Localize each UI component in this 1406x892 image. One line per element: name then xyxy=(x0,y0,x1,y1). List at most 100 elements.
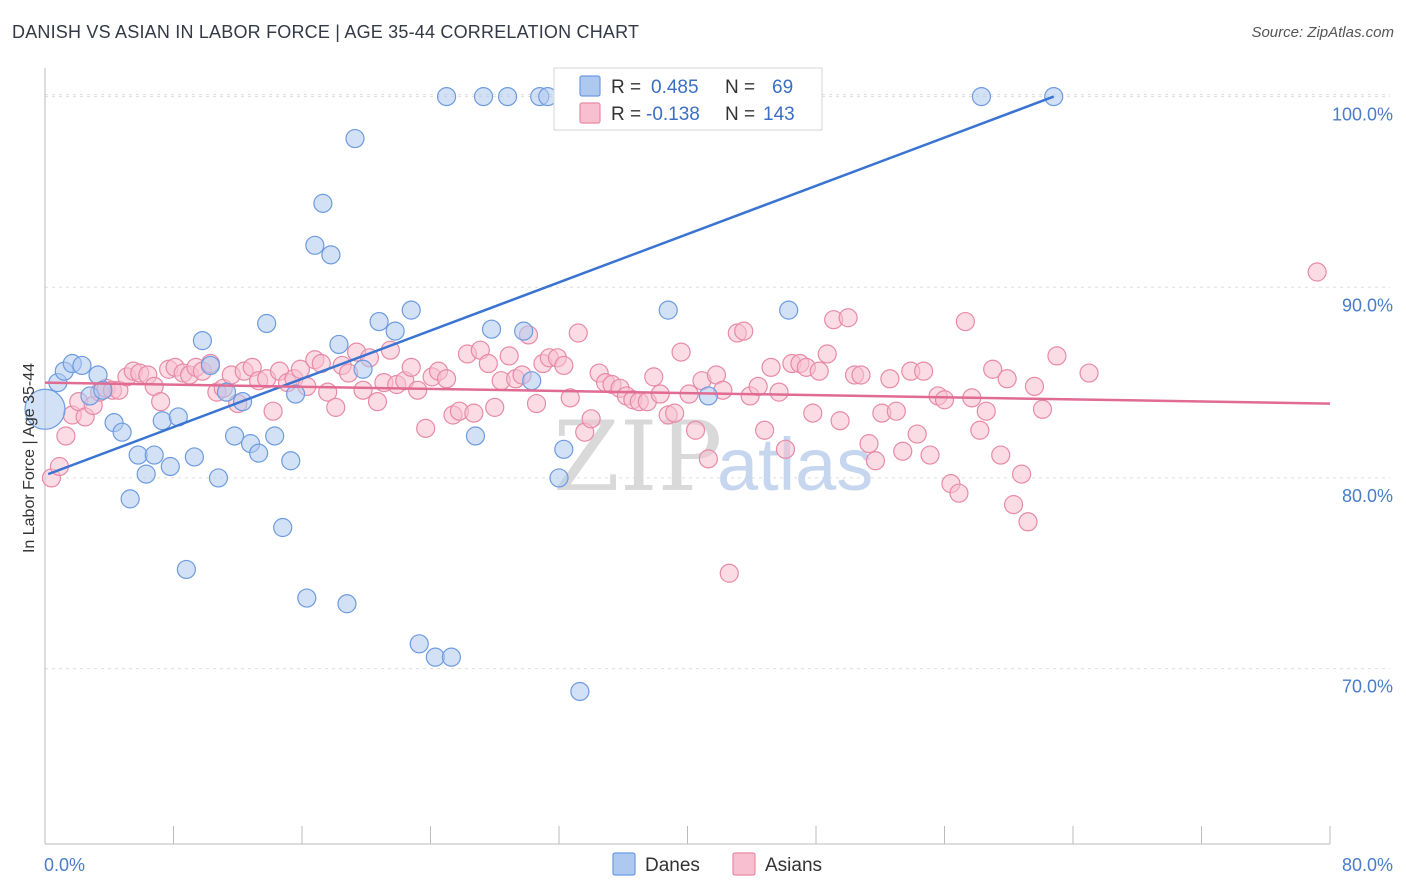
dane-point xyxy=(285,384,306,404)
asian-point xyxy=(554,355,574,376)
asian-point xyxy=(478,353,498,374)
asian-point xyxy=(761,357,781,377)
asian-point xyxy=(650,384,670,404)
asian-point xyxy=(436,369,457,389)
dane-point xyxy=(152,411,172,431)
asian-point xyxy=(997,369,1017,389)
asian-point xyxy=(644,367,664,387)
watermark: ZIP atlas xyxy=(553,401,873,513)
asian-point xyxy=(955,311,975,332)
asian-point xyxy=(775,439,796,459)
dane-point xyxy=(353,359,373,379)
y-tick-label: 70.0% xyxy=(1342,677,1393,697)
legend-danes-r-value: 0.485 xyxy=(651,77,699,98)
asian-point xyxy=(754,420,775,440)
asian-point xyxy=(326,397,346,417)
legend-asians-n-value: 143 xyxy=(763,104,795,125)
danes-trend-line xyxy=(47,95,1055,476)
asian-point xyxy=(1032,399,1053,419)
y-axis-title: In Labor Force | Age 35-44 xyxy=(21,363,38,553)
asian-point xyxy=(893,441,913,461)
asian-point xyxy=(560,388,580,408)
dane-point xyxy=(409,634,429,654)
dane-point xyxy=(369,311,389,332)
dane-point xyxy=(549,468,569,488)
asian-point xyxy=(970,420,990,440)
asian-point xyxy=(907,424,927,444)
asian-point xyxy=(880,369,900,389)
bottom-legend-asians-label: Asians xyxy=(765,855,822,876)
chart-source: Source: ZipAtlas.com xyxy=(1251,24,1394,41)
dane-point xyxy=(481,319,502,339)
asian-point xyxy=(1079,363,1099,383)
chart-title: DANISH VS ASIAN IN LABOR FORCE | AGE 35-… xyxy=(12,22,640,42)
asian-point xyxy=(581,409,601,429)
asian-point xyxy=(886,401,906,421)
dane-point xyxy=(698,386,718,406)
dane-point xyxy=(224,426,245,446)
dane-point xyxy=(385,321,405,341)
dane-point xyxy=(425,647,445,667)
asian-point xyxy=(851,365,871,385)
dane-point xyxy=(570,681,590,702)
dane-point xyxy=(24,388,66,430)
dane-point xyxy=(265,426,285,446)
dane-point xyxy=(208,468,229,488)
legend-asians-n-label: N = xyxy=(725,104,755,125)
asian-point xyxy=(830,411,850,431)
bottom-legend-danes-label: Danes xyxy=(645,855,700,876)
legend-danes-n-value: 69 xyxy=(772,77,793,98)
legend-series: Danes Asians xyxy=(612,852,822,876)
dane-point xyxy=(184,447,204,467)
asian-point xyxy=(263,401,283,421)
legend-asians-r-label: R = xyxy=(611,104,641,125)
asian-point xyxy=(1024,376,1045,397)
dane-point xyxy=(281,451,301,471)
asian-point xyxy=(976,401,996,421)
legend-danes-swatch xyxy=(579,75,601,97)
dane-point xyxy=(120,489,140,509)
x-tick-label-max: 80.0% xyxy=(1342,855,1393,875)
dane-point xyxy=(136,464,156,484)
dane-point xyxy=(305,235,325,255)
asian-point xyxy=(1047,346,1067,366)
legend-asians-r-value: -0.138 xyxy=(646,104,700,125)
asian-point xyxy=(803,403,823,423)
legend-danes-r-label: R = xyxy=(611,77,641,98)
dane-point xyxy=(249,443,269,463)
asian-point xyxy=(353,380,373,400)
asian-point xyxy=(526,393,547,414)
asian-point xyxy=(914,361,934,381)
trend-lines xyxy=(44,95,1331,476)
dane-point xyxy=(554,439,574,459)
dane-point xyxy=(93,380,113,400)
asian-point xyxy=(838,308,858,328)
dane-point xyxy=(329,334,349,355)
dane-point xyxy=(112,422,132,442)
asian-point xyxy=(920,445,940,465)
asian-point xyxy=(991,445,1011,465)
dane-point xyxy=(321,245,341,265)
dane-point xyxy=(337,594,357,614)
asian-point xyxy=(949,483,969,503)
asian-point xyxy=(1018,512,1038,532)
asian-point xyxy=(817,344,837,364)
watermark-zip: ZIP xyxy=(553,401,722,513)
dane-point xyxy=(522,371,542,391)
asian-point xyxy=(859,434,879,454)
danes-series xyxy=(24,86,1064,702)
asian-point xyxy=(685,420,706,440)
dane-point xyxy=(971,86,992,107)
dane-point xyxy=(273,517,293,538)
asian-point xyxy=(809,361,829,381)
asian-point xyxy=(865,451,886,471)
y-tick-labels: 70.0% 80.0% 90.0% 100.0% xyxy=(1332,105,1393,697)
dane-point xyxy=(216,382,237,402)
asians-trend-line xyxy=(44,381,1331,405)
y-tick-label: 90.0% xyxy=(1342,295,1393,315)
asian-point xyxy=(671,342,691,362)
asian-point xyxy=(934,390,955,410)
dane-point xyxy=(257,313,277,334)
y-tick-label: 80.0% xyxy=(1342,486,1393,506)
dane-point xyxy=(465,426,486,446)
